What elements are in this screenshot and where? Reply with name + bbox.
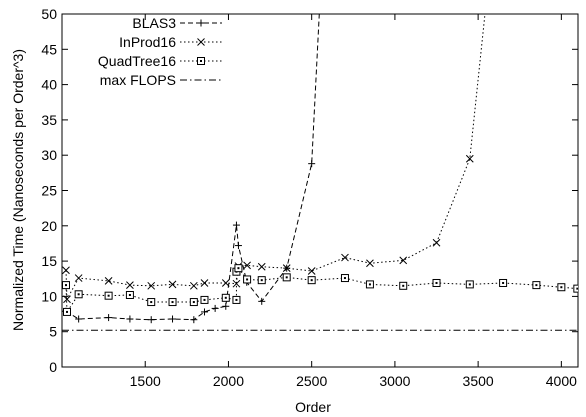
data-point-quadtree16 [147, 298, 156, 307]
legend-marker [197, 57, 205, 65]
series-quadtree16 [62, 264, 578, 316]
legend-item-quadtree16: QuadTree16 [98, 53, 222, 69]
data-point-quadtree16 [221, 293, 230, 302]
data-point-quadtree16 [365, 280, 374, 289]
data-point-inprod16 [232, 279, 241, 288]
data-point-blas3 [169, 315, 177, 323]
y-tick-label: 30 [41, 147, 57, 163]
data-point-quadtree16 [340, 274, 349, 283]
data-point-quadtree16 [125, 290, 134, 299]
legend-label: BLAS3 [132, 15, 176, 31]
data-point-blas3 [211, 304, 219, 312]
data-point-blas3 [75, 315, 83, 323]
data-point-inprod16 [465, 154, 474, 163]
data-point-quadtree16 [307, 276, 316, 285]
data-point-inprod16 [104, 277, 113, 285]
series-line-blas3 [65, 14, 320, 321]
data-point-quadtree16 [432, 278, 441, 287]
x-tick-label: 1500 [130, 373, 161, 389]
legend: BLAS3 InProd16 QuadTree16 max FLOPS [98, 15, 222, 88]
y-tick-label: 0 [49, 359, 57, 375]
data-point-blas3 [258, 297, 266, 305]
data-point-quadtree16 [200, 295, 209, 304]
data-point-quadtree16 [104, 291, 113, 300]
legend-label: InProd16 [119, 34, 176, 50]
legend-marker [197, 19, 205, 27]
data-point-inprod16 [74, 274, 83, 282]
y-tick-label: 25 [41, 183, 57, 199]
x-tick-label: 2000 [213, 373, 244, 389]
data-point-blas3 [308, 160, 316, 168]
data-point-inprod16 [366, 259, 374, 268]
data-point-inprod16 [243, 261, 251, 270]
series-blas3 [62, 14, 320, 324]
data-point-inprod16 [189, 281, 198, 290]
data-point-blas3 [105, 314, 113, 322]
data-point-blas3 [147, 316, 155, 324]
data-point-quadtree16 [243, 275, 252, 284]
data-point-quadtree16 [62, 281, 70, 290]
y-tick-label: 40 [41, 77, 57, 93]
y-tick-label: 50 [41, 6, 57, 22]
y-tick-label: 35 [41, 112, 57, 128]
data-point-inprod16 [341, 253, 349, 262]
x-tick-label: 3000 [379, 373, 410, 389]
y-axis-label: Normalized Time (Nanoseconds per Order^3… [10, 49, 26, 331]
x-tick-label: 2500 [296, 373, 327, 389]
data-point-inprod16 [126, 281, 134, 289]
x-tick-label: 4000 [546, 373, 577, 389]
data-point-quadtree16 [282, 273, 291, 282]
data-point-blas3 [222, 302, 230, 310]
data-point-inprod16 [63, 295, 71, 304]
data-point-quadtree16 [234, 264, 243, 273]
legend-item-max-flops: max FLOPS [100, 72, 222, 88]
series-layer [62, 14, 578, 331]
legend-marker [197, 38, 205, 46]
data-point-blas3 [126, 315, 134, 323]
data-point-blas3 [200, 308, 208, 316]
data-point-inprod16 [432, 238, 441, 247]
data-point-inprod16 [257, 262, 266, 271]
y-tick-label: 10 [41, 288, 57, 304]
data-point-quadtree16 [232, 295, 241, 304]
data-point-quadtree16 [74, 290, 83, 299]
y-tick-label: 15 [41, 253, 57, 269]
data-point-quadtree16 [257, 276, 266, 285]
x-tick-label: 3500 [463, 373, 494, 389]
data-point-quadtree16 [189, 298, 198, 307]
data-point-blas3 [190, 316, 198, 324]
y-axis-ticks: 0 5 10 15 20 25 30 35 40 45 50 [41, 6, 578, 375]
x-axis-ticks: 1500 2000 2500 3000 3500 4000 [130, 14, 577, 389]
x-axis-label: Order [295, 399, 331, 415]
data-point-quadtree16 [168, 298, 177, 307]
legend-label: max FLOPS [100, 72, 176, 88]
data-point-quadtree16 [499, 278, 508, 287]
series-line-quadtree16 [65, 267, 578, 314]
data-point-quadtree16 [557, 283, 566, 292]
y-tick-label: 45 [41, 41, 57, 57]
legend-item-blas3: BLAS3 [132, 15, 222, 31]
data-point-blas3 [234, 242, 242, 250]
data-point-inprod16 [282, 264, 291, 273]
data-point-inprod16 [168, 280, 177, 289]
y-tick-label: 5 [49, 324, 57, 340]
data-point-inprod16 [200, 279, 209, 287]
data-point-inprod16 [399, 256, 408, 265]
legend-item-inprod16: InProd16 [119, 34, 222, 50]
data-point-quadtree16 [465, 280, 474, 289]
y-tick-label: 20 [41, 218, 57, 234]
data-point-blas3 [232, 221, 240, 229]
data-point-inprod16 [307, 267, 316, 275]
data-point-inprod16 [62, 266, 70, 275]
data-point-inprod16 [221, 279, 230, 287]
data-point-quadtree16 [399, 281, 408, 290]
data-point-quadtree16 [573, 284, 578, 293]
legend-label: QuadTree16 [98, 53, 176, 69]
data-point-quadtree16 [532, 281, 541, 290]
data-point-quadtree16 [62, 307, 71, 316]
data-point-inprod16 [147, 281, 156, 290]
